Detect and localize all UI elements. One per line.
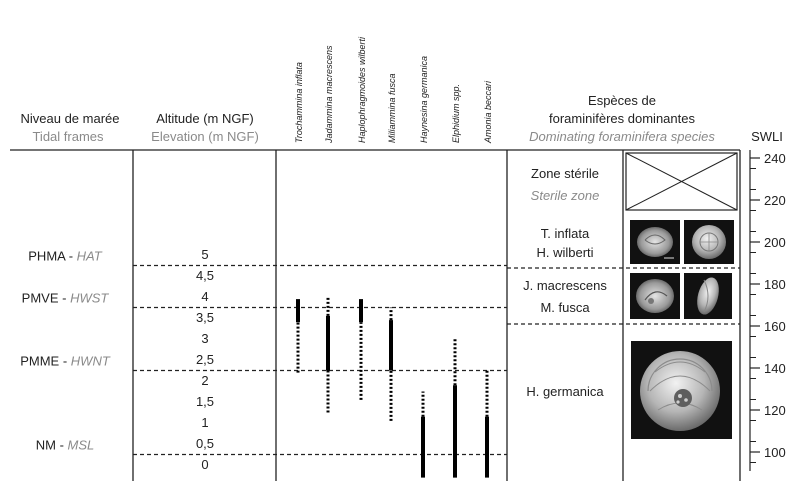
- tidal-level-label-pmve: PMVE - HWST: [22, 291, 110, 306]
- swli-tick-label: 120: [764, 403, 786, 418]
- altitude-label: 2,5: [196, 352, 214, 367]
- altitude-label: 4,5: [196, 268, 214, 283]
- zone-sterile-en: Sterile zone: [531, 188, 600, 203]
- tidal-level-label-nm: NM - MSL: [36, 438, 95, 453]
- tidal-level-label-phma: PHMA - HAT: [28, 249, 103, 264]
- altitude-label: 3: [201, 331, 208, 346]
- species-label-0: Trochammina inflata: [294, 62, 304, 143]
- species-range-bars: [296, 297, 489, 478]
- species-label-3: Miliammina fusca: [387, 73, 397, 143]
- altitude-labels: 5 4,5 4 3,5 3 2,5 2 1,5 1 0,5 0: [196, 247, 214, 472]
- species-label-6: Amonia beccari: [483, 80, 493, 144]
- zone-4-species-1: H. germanica: [526, 384, 604, 399]
- zone-3-species-1: J. macrescens: [523, 278, 607, 293]
- swli-header: SWLI: [751, 129, 783, 144]
- species-label-4: Haynesina germanica: [419, 56, 429, 143]
- swli-tick-label: 180: [764, 277, 786, 292]
- swli-axis: 240 220 200 180 160 140 120 100: [749, 150, 786, 471]
- altitude-header-en: Elevation (m NGF): [151, 129, 259, 144]
- altitude-label: 1,5: [196, 394, 214, 409]
- altitude-label: 1: [201, 415, 208, 430]
- zone-sterile-fr: Zone stérile: [531, 166, 599, 181]
- species-label-2: Haplophragmoides wilberti: [357, 36, 367, 143]
- swli-tick-label: 240: [764, 151, 786, 166]
- zone-2-species-1: T. inflata: [541, 226, 590, 241]
- zone-3-species-2: M. fusca: [540, 300, 590, 315]
- altitude-label: 2: [201, 373, 208, 388]
- altitude-label: 5: [201, 247, 208, 262]
- micrograph-haynesina-germanica: [631, 341, 732, 439]
- sterile-zone-cross-box: [625, 152, 738, 211]
- tidal-level-lines: PHMA - HAT PMVE - HWST PMME - HWNT NM - MSL: [20, 249, 507, 456]
- micrograph-miliammina-fusca: [684, 273, 732, 319]
- zone-2-species-2: H. wilberti: [536, 245, 593, 260]
- tidal-frames-header-fr: Niveau de marée: [21, 111, 120, 126]
- swli-tick-label: 220: [764, 193, 786, 208]
- altitude-label: 0,5: [196, 436, 214, 451]
- altitude-label: 3,5: [196, 310, 214, 325]
- swli-tick-label: 160: [764, 319, 786, 334]
- swli-tick-label: 200: [764, 235, 786, 250]
- species-header-en: Dominating foraminifera species: [529, 129, 715, 144]
- tidal-frames-header-en: Tidal frames: [32, 129, 104, 144]
- species-label-5: Elphidium spp.: [451, 84, 461, 143]
- species-labels: Trochammina inflata Jadammina macrescens H…: [294, 36, 493, 144]
- swli-tick-label: 140: [764, 361, 786, 376]
- species-header-fr-line2: foraminifères dominantes: [549, 111, 695, 126]
- swli-tick-label: 100: [764, 445, 786, 460]
- micrograph-trochammina-inflata: [630, 220, 680, 264]
- altitude-header-fr: Altitude (m NGF): [156, 111, 254, 126]
- species-label-1: Jadammina macrescens: [324, 45, 334, 144]
- species-header-fr-line1: Espèces de: [588, 93, 656, 108]
- tidal-level-label-pmme: PMME - HWNT: [20, 354, 111, 369]
- micrograph-jadammina-macrescens: [630, 273, 680, 319]
- micrograph-haplophragmoides-wilberti: [684, 220, 734, 264]
- altitude-label: 4: [201, 289, 208, 304]
- altitude-label: 0: [201, 457, 208, 472]
